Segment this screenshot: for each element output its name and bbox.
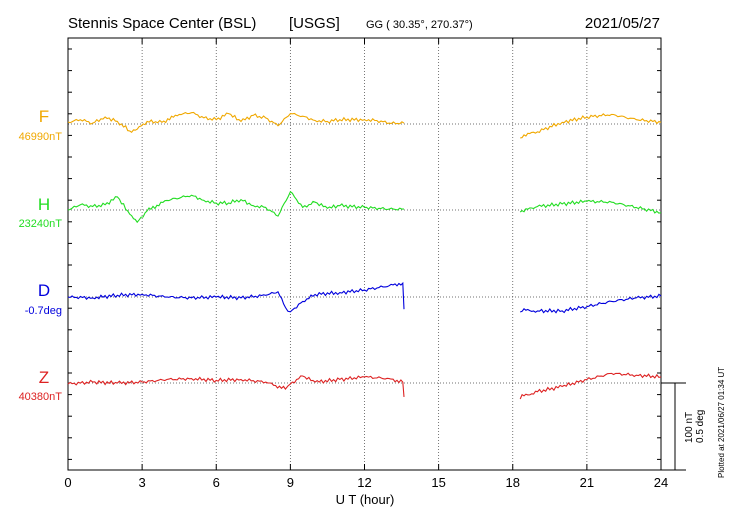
x-tick-label: 3 (139, 475, 146, 490)
x-tick-label: 6 (213, 475, 220, 490)
scale-bar: 100 nT 0.5 deg (661, 382, 706, 471)
x-tick-label: 18 (506, 475, 520, 490)
scale-bar-nt: 100 nT (684, 412, 695, 443)
series-baseline: 40380nT (19, 391, 63, 403)
x-tick-label: 0 (64, 475, 71, 490)
series-line (67, 111, 662, 139)
chart-date: 2021/05/27 (585, 15, 660, 32)
station-title: Stennis Space Center (BSL) (68, 15, 256, 32)
series-name: Z (39, 368, 49, 387)
scale-bar-deg: 0.5 deg (695, 410, 706, 443)
series-traces (67, 111, 662, 400)
series-labels: F 46990nT H 23240nT D -0.7deg Z 40380nT (19, 107, 63, 403)
series-baseline: -0.7deg (25, 305, 62, 317)
series-baseline: 46990nT (19, 131, 63, 143)
agency-label: [USGS] (289, 15, 340, 32)
series-name: F (39, 107, 49, 126)
x-tick-label: 15 (431, 475, 445, 490)
series-name: H (38, 195, 50, 214)
x-tick-label: 12 (357, 475, 371, 490)
series-baseline: 23240nT (19, 218, 63, 230)
x-tick-label: 21 (580, 475, 594, 490)
series-line (67, 190, 662, 224)
station-coords: GG ( 30.35°, 270.37°) (366, 19, 473, 31)
x-axis: 0 3 6 9 12 15 18 21 24 (64, 38, 668, 490)
grid-lines (68, 38, 661, 470)
series-line (67, 372, 662, 400)
series-line (67, 281, 662, 314)
x-tick-label: 24 (654, 475, 668, 490)
series-name: D (38, 281, 50, 300)
x-axis-title: U T (hour) (336, 492, 395, 507)
x-tick-label: 9 (287, 475, 294, 490)
plotted-timestamp: Plotted at 2021/06/27 01:34 UT (717, 367, 726, 478)
